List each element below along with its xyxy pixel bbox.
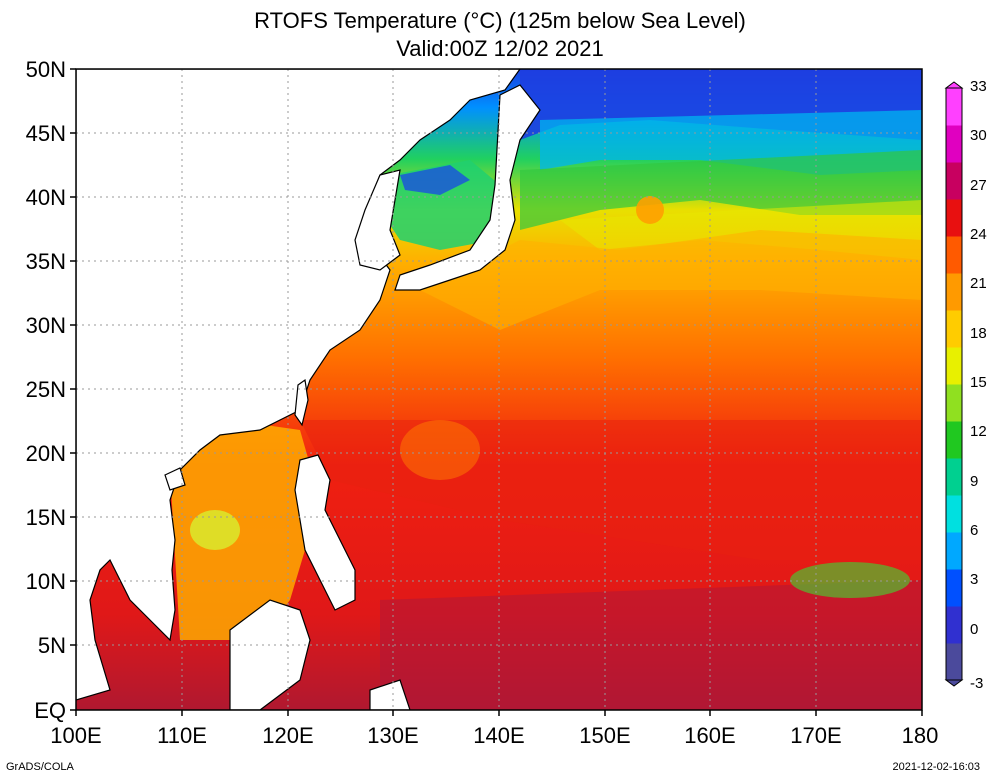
colorbar-label-9: 9	[970, 473, 978, 490]
lat-label-15n: 15N	[26, 505, 66, 530]
lat-label-25n: 25N	[26, 377, 66, 402]
lon-label-140e: 140E	[473, 723, 524, 748]
colorbar-label-6: 6	[970, 522, 978, 539]
lat-label-20n: 20N	[26, 441, 66, 466]
colorbar-top-arrow	[944, 81, 964, 89]
software-credit: GrADS/COLA	[6, 761, 74, 773]
lon-label-130e: 130E	[367, 723, 418, 748]
colorbar-segment	[946, 458, 962, 496]
temperature-field	[76, 69, 922, 710]
map-title: RTOFS Temperature (°C) (125m below Sea L…	[254, 8, 746, 33]
colorbar-segment	[946, 347, 962, 385]
colorbar-label-18: 18	[970, 325, 987, 342]
lon-label-160e: 160E	[684, 723, 735, 748]
lon-label-120e: 120E	[262, 723, 313, 748]
colorbar-segment	[946, 384, 962, 422]
colorbar-label-30: 30	[970, 127, 987, 144]
colorbar-label-33: 33	[970, 78, 987, 95]
colorbar-label-15: 15	[970, 374, 987, 391]
colorbar-segment	[946, 199, 962, 237]
colorbar-segment	[946, 236, 962, 274]
lat-label-5n: 5N	[38, 633, 66, 658]
lat-label-45n: 45N	[26, 121, 66, 146]
lat-label-40n: 40N	[26, 185, 66, 210]
colorbar-segment	[946, 310, 962, 348]
generation-timestamp: 2021-12-02-16:03	[892, 761, 980, 773]
colorbar-segment	[946, 569, 962, 607]
colorbar-segment	[946, 421, 962, 459]
colorbar-segment	[946, 643, 962, 681]
colorbar-label-27: 27	[970, 177, 987, 194]
colorbar-label-24: 24	[970, 226, 987, 243]
colorbar-segment	[946, 162, 962, 200]
colorbar-segment	[946, 88, 962, 126]
colorbar	[944, 81, 964, 687]
colorbar-bottom-arrow	[944, 679, 964, 687]
colorbar-segment	[946, 273, 962, 311]
colorbar-segment	[946, 606, 962, 644]
lon-label-170e: 170E	[790, 723, 841, 748]
colorbar-segment	[946, 532, 962, 570]
lat-label-eq: EQ	[34, 698, 66, 723]
lat-label-30n: 30N	[26, 313, 66, 338]
colorbar-label-minus3: -3	[970, 675, 983, 692]
colorbar-label-3: 3	[970, 571, 978, 588]
lat-label-35n: 35N	[26, 249, 66, 274]
map-valid-time: Valid:00Z 12/02 2021	[396, 36, 604, 61]
lon-label-100e: 100E	[50, 723, 101, 748]
lat-label-50n: 50N	[26, 57, 66, 82]
colorbar-label-21: 21	[970, 275, 987, 292]
colorbar-segment	[946, 125, 962, 163]
lon-label-110e: 110E	[157, 723, 207, 748]
lat-label-10n: 10N	[26, 569, 66, 594]
colorbar-label-12: 12	[970, 423, 987, 440]
colorbar-segment	[946, 495, 962, 533]
colorbar-label-0: 0	[970, 621, 978, 638]
lon-label-150e: 150E	[579, 723, 630, 748]
land-masses	[76, 69, 541, 710]
graticule	[76, 69, 922, 710]
lon-label-180: 180	[902, 723, 939, 748]
